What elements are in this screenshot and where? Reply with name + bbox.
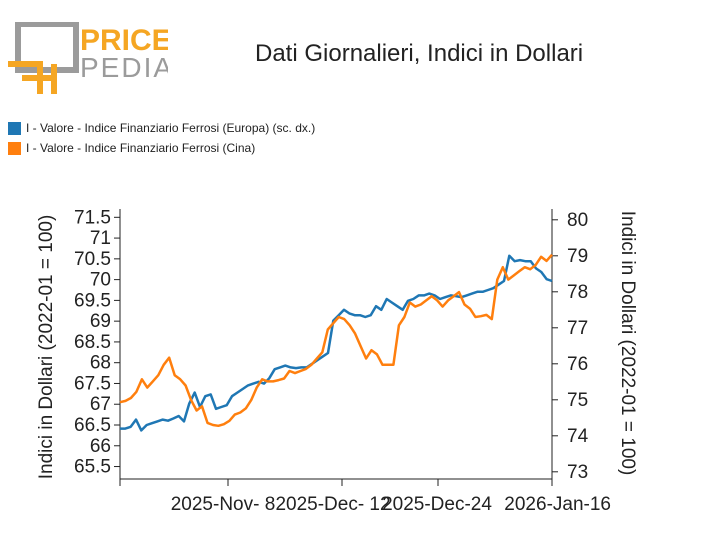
y-tick-label-left-8: 69.5	[74, 290, 111, 311]
series-line-cina	[119, 253, 553, 428]
y-tick-label-right-4: 77	[567, 318, 588, 339]
y-tick-label-left-10: 70.5	[74, 249, 111, 270]
y-tick-label-right-2: 75	[567, 390, 588, 411]
y-tick-label-left-0: 65.5	[74, 457, 111, 478]
y-tick-label-left-1: 66	[90, 436, 111, 457]
logo-word-price: PRICE	[80, 24, 168, 57]
series-line-europa	[120, 254, 553, 432]
y-tick-label-right-0: 73	[567, 462, 588, 483]
series-lines	[119, 253, 553, 432]
x-tick-label-0: 2025-Nov- 8	[171, 494, 276, 515]
chart-title: Dati Giornalieri, Indici in Dollari	[255, 40, 584, 67]
logo-bracket-orange	[8, 61, 57, 94]
legend-label-cina: I - Valore - Indice Finanziario Ferrosi …	[26, 141, 256, 155]
y-tick-label-left-3: 67	[90, 394, 111, 415]
axes: 65.56666.56767.56868.56969.57070.57171.5…	[74, 207, 611, 515]
legend-swatch-orange	[8, 141, 21, 155]
y-axis-title-left: Indici in Dollari (2022-01 = 100)	[36, 215, 57, 480]
pricepedia-logo: PRICE PEDIA	[8, 22, 168, 94]
logo-bracket-gray	[15, 22, 79, 73]
y-tick-label-left-6: 68.5	[74, 332, 111, 353]
legend: I - Valore - Indice Finanziario Ferrosi …	[8, 118, 315, 158]
y-tick-label-left-12: 71.5	[74, 207, 111, 228]
y-tick-label-right-1: 74	[567, 426, 589, 447]
legend-item-cina: I - Valore - Indice Finanziario Ferrosi …	[8, 138, 315, 158]
y-tick-label-left-7: 69	[90, 311, 111, 332]
x-tick-label-3: 2026-Jan-16	[504, 494, 611, 515]
y-tick-label-left-9: 70	[90, 270, 111, 291]
legend-item-europa: I - Valore - Indice Finanziario Ferrosi …	[8, 118, 315, 138]
y-axis-title-right: Indici in Dollari (2022-01 = 100)	[617, 211, 638, 476]
y-tick-label-right-5: 78	[567, 282, 588, 303]
y-tick-label-right-6: 79	[567, 246, 588, 267]
y-tick-label-left-2: 66.5	[74, 415, 111, 436]
legend-swatch-blue	[8, 121, 21, 135]
legend-label-europa: I - Valore - Indice Finanziario Ferrosi …	[26, 121, 316, 135]
logo-word-pedia: PEDIA	[80, 52, 168, 83]
y-tick-label-right-3: 76	[567, 354, 588, 375]
y-tick-label-left-11: 71	[90, 228, 111, 249]
x-tick-label-2: 2025-Dec-24	[382, 494, 492, 515]
y-tick-label-left-4: 67.5	[74, 373, 111, 394]
x-tick-label-1: 2025-Dec- 12	[275, 494, 390, 515]
y-tick-label-left-5: 68	[90, 353, 111, 374]
y-tick-label-right-7: 80	[567, 210, 588, 231]
